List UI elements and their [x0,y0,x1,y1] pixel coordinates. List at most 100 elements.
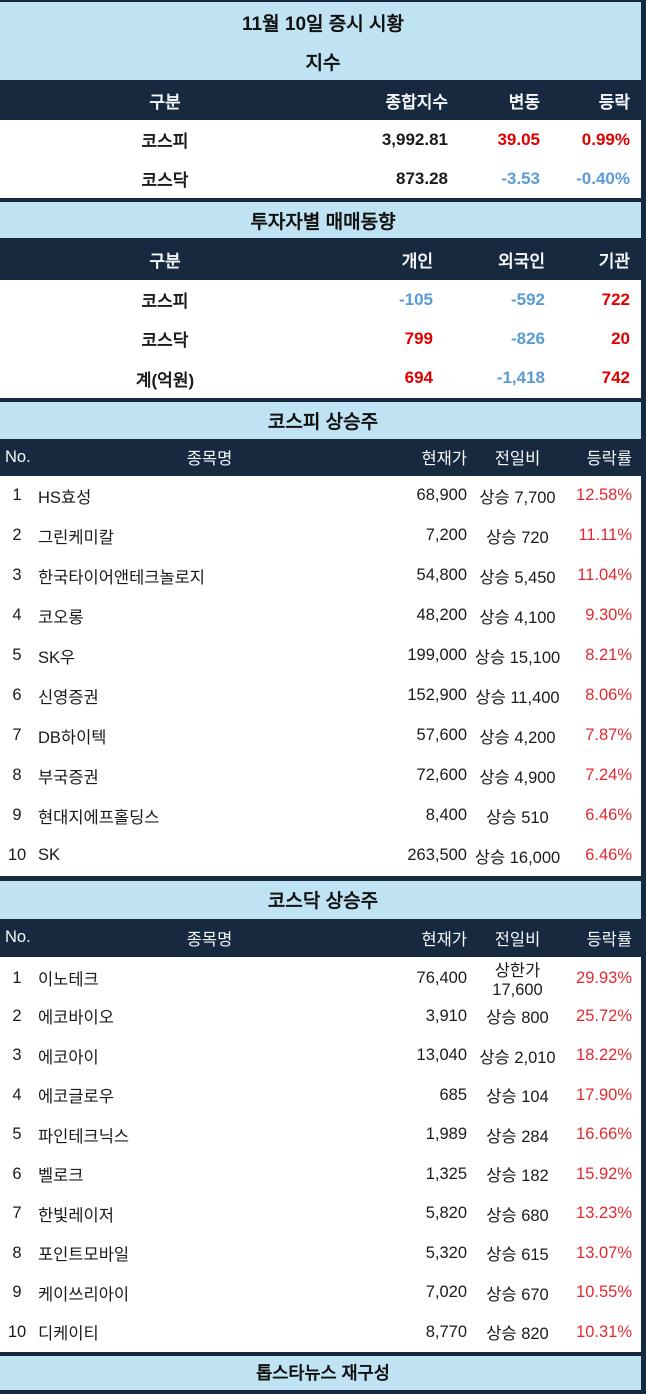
section-divider [0,1351,646,1356]
section-title-kosdaq-gainers: 코스닥 상승주 [0,880,646,919]
bottom-border [0,1389,646,1394]
change-pct: 8.21% [585,646,632,665]
column-header-no: No. [5,447,31,466]
footer-credit: 톱스타뉴스 재구성 [0,1355,646,1390]
stock-name: 파인테크닉스 [38,1127,130,1146]
foreign-net: -1,418 [496,368,545,388]
market-name: 코스피 [141,292,189,312]
row-number: 3 [12,1046,22,1065]
current-price: 199,000 [407,646,467,665]
row-number: 5 [12,646,22,665]
stock-name: 에코글로우 [38,1088,114,1107]
stock-name: 코오롱 [38,608,84,627]
change-pct: 17.90% [576,1085,632,1104]
row-number: 2 [12,1006,22,1025]
column-header-institution: 기관 [598,251,630,271]
current-price: 685 [439,1085,467,1104]
row-number: 7 [12,726,22,745]
current-price: 1,989 [425,1125,467,1144]
gainer-row: 3 한국타이어앤테크놀로지 54,800 상승 5,450 11.04% [0,555,646,596]
stock-name: SK [38,846,61,865]
stock-name: SK우 [38,648,76,667]
gainer-row: 9 케이쓰리아이 7,020 상승 670 10.55% [0,1272,646,1313]
market-name: 코스피 [141,132,189,151]
change-pct: 7.87% [585,726,632,745]
row-number: 4 [12,606,22,625]
change-pct: 13.07% [576,1243,632,1262]
column-header-gubun: 구분 [149,251,181,271]
column-header-stock-name: 종목명 [186,450,233,469]
institution-net: 742 [601,368,630,388]
column-header-individual: 개인 [401,251,433,271]
stock-name: 포인트모바일 [38,1246,130,1265]
gainer-row: 4 에코글로우 685 상승 104 17.90% [0,1075,646,1115]
index-value: 873.28 [396,168,448,188]
gainer-row: 5 SK우 199,000 상승 15,100 8.21% [0,635,646,676]
gainer-row: 9 현대지에프홀딩스 8,400 상승 510 6.46% [0,795,646,836]
institution-net: 20 [611,328,630,348]
current-price: 152,900 [407,686,467,705]
column-header-no: No. [5,928,31,947]
section-title-kospi-gainers: 코스피 상승주 [0,401,646,439]
row-number: 10 [7,846,27,865]
day-change: 상승 680 [486,1206,549,1225]
change-pct: 11.04% [577,566,632,585]
current-price: 48,200 [416,606,467,625]
gainer-row: 7 한빛레이저 5,820 상승 680 13.23% [0,1193,646,1234]
institution-net: 722 [601,289,630,309]
day-change: 상승 820 [486,1325,549,1344]
investor-table-header: 구분 개인 외국인 기관 [0,238,646,280]
market-name: 코스닥 [141,171,189,190]
row-number: 6 [12,686,22,705]
current-price: 54,800 [416,566,467,585]
column-header-composite-index: 종합지수 [385,92,448,112]
day-change: 상승 510 [486,808,549,827]
row-number: 9 [12,806,22,825]
column-header-change: 변동 [508,92,540,112]
row-number: 1 [12,486,22,505]
stock-name: 그린케미칼 [38,528,114,547]
column-header-change-pct: 등락률 [586,930,632,949]
change-pct: 29.93% [576,968,632,987]
current-price: 3,910 [425,1006,467,1025]
section-divider [0,875,646,881]
current-price: 57,600 [416,726,467,745]
stock-name: 벨로크 [38,1167,84,1186]
row-number: 9 [12,1283,22,1302]
investor-row-kospi: 코스피 -105 -592 722 [0,280,646,320]
stock-name: 에코아이 [38,1048,99,1067]
row-number: 10 [7,1322,27,1341]
stock-name: 에코바이오 [38,1009,114,1028]
day-change: 상승 284 [486,1127,549,1146]
current-price: 5,820 [425,1204,467,1223]
stock-name: HS효성 [38,488,92,507]
row-number: 8 [12,1243,22,1262]
kospi-gainers-header: No. 종목명 현재가 전일비 등락률 [0,438,646,476]
gainer-row: 2 에코바이오 3,910 상승 800 25.72% [0,996,646,1036]
change-pct: 9.30% [585,606,632,625]
day-change: 상승 104 [486,1088,549,1107]
gainer-row: 10 디케이티 8,770 상승 820 10.31% [0,1312,646,1352]
change-pct: 7.24% [585,766,632,785]
day-change: 상승 670 [486,1285,549,1304]
change-pct: 10.55% [576,1283,632,1302]
current-price: 7,020 [425,1283,467,1302]
section-title-index: 지수 [305,52,341,74]
index-change: 39.05 [497,129,540,149]
page-title: 11월 10일 증시 시황 [242,13,404,35]
gainer-row: 8 포인트모바일 5,320 상승 615 13.07% [0,1233,646,1273]
gainer-row: 1 HS효성 68,900 상승 7,700 12.58% [0,475,646,516]
individual-net: -105 [398,289,433,309]
foreign-net: -826 [510,328,545,348]
day-change: 상승 5,450 [479,568,556,587]
change-pct: 15.92% [576,1164,632,1183]
index-row-kospi: 코스피 3,992.81 39.05 0.99% [0,120,646,159]
current-price: 8,770 [425,1322,467,1341]
stock-name: 한빛레이저 [38,1206,114,1225]
column-header-change-pct: 등락 [598,92,630,112]
day-change: 상승 4,200 [479,728,556,747]
day-change: 상승 16,000 [474,848,561,867]
title-band: 11월 10일 증시 시황 지수 [0,2,646,80]
index-row-kosdaq: 코스닥 873.28 -3.53 -0.40% [0,159,646,198]
